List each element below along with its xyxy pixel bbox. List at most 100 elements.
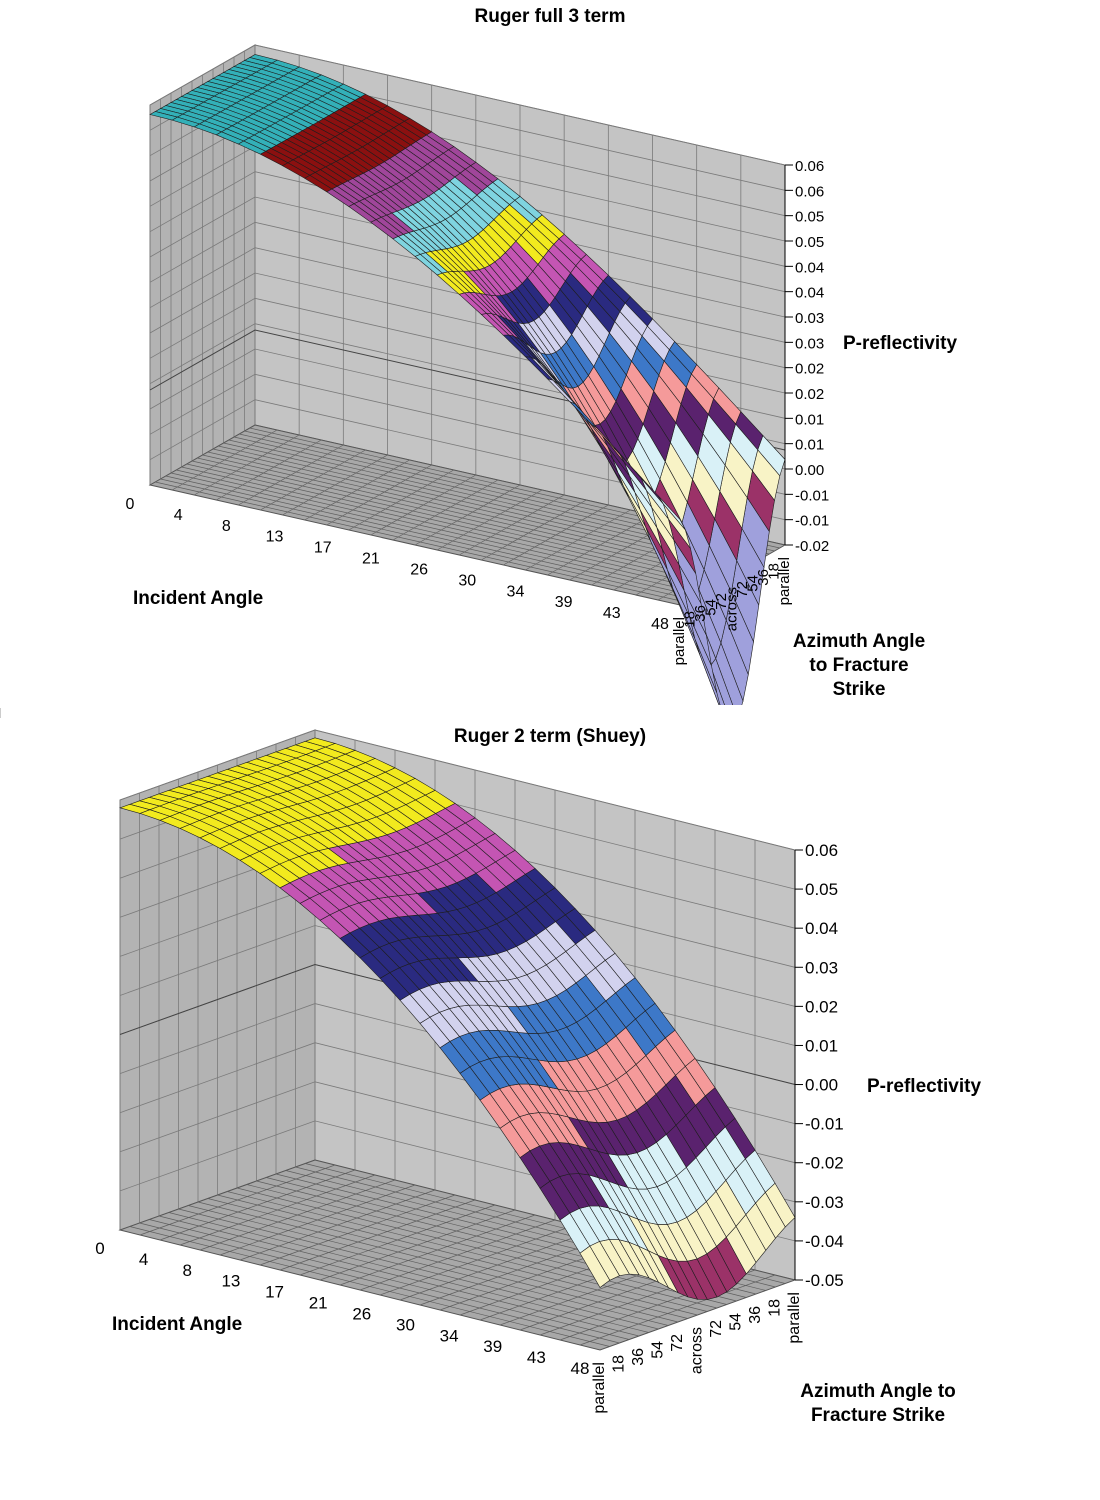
surface-cell [119,803,151,814]
surface-plot: 0.06 0.05 0.04 0.03 0.02 0.01 0.00 -0.01 -0.02 -0… [95,729,844,1414]
x-tick-label: 4 [139,1250,148,1269]
x-tick-label: 13 [221,1272,240,1291]
floor-gridline [188,1205,669,1326]
y-tick-label: 54 [650,1341,667,1359]
x-tick-label: 48 [651,616,669,633]
y-tick-label: 18 [766,563,783,580]
x-tick-label: 43 [603,605,621,622]
x-tick-label: 39 [483,1337,502,1356]
z-axis-label: P-reflectivity [843,333,958,354]
z-tick-label: 0.06 [795,158,824,175]
floor-gridline [217,1194,698,1316]
floor-gridline [168,1212,649,1333]
z-tick-label: -0.04 [805,1232,844,1251]
y-tick-label: parallel [786,1292,803,1344]
z-tick-label: 0.00 [795,462,824,479]
z-tick-label: 0.06 [795,183,824,200]
z-tick-label: 0.04 [795,285,824,302]
x-tick-label: 8 [183,1261,192,1280]
y-tick-label: 54 [728,1313,745,1331]
floor-gridline [158,1215,640,1337]
x-tick-label: 21 [362,551,380,568]
x-tick-label: 17 [265,1283,284,1302]
z-tick-label: 0.00 [805,1076,838,1095]
z-tick-label: 0.05 [795,209,824,226]
x-tick-label: 48 [571,1359,590,1378]
surface-cell [149,111,179,121]
y-tick-label: 54 [703,599,720,616]
z-tick-label: -0.01 [795,487,829,504]
z-tick-label: 0.03 [795,335,824,352]
x-tick-label: 43 [527,1348,546,1367]
y-tick-label: 72 [708,1320,725,1338]
z-tick-label: 0.02 [795,386,824,403]
chart-title: Ruger full 3 term [474,6,626,27]
floor-gridline [160,478,691,600]
x-tick-label: 30 [458,572,476,589]
z-tick-label: 0.05 [795,234,824,251]
z-tick-label: 0.02 [795,361,824,378]
y-tick-label: across [689,1327,706,1374]
z-tick-label: 0.04 [805,919,838,938]
floor-gridline [191,460,723,582]
x-tick-label: 26 [410,561,428,578]
y-tick-label: 72 [669,1334,686,1352]
chart-ruger-full-3-term: Ruger full 3 term 0.06 0.06 0.05 0.05 0.04 0.… [0,0,1100,705]
y-tick-label: 36 [747,1306,764,1324]
z-tick-label: -0.05 [805,1271,844,1290]
floor-gridline [197,457,728,579]
x-tick-label: 0 [95,1239,104,1258]
y-tick-label: 36 [755,569,772,586]
floor-gridline [176,469,707,591]
floor-gridline [139,1222,620,1344]
z-tick-label: 0.06 [805,841,838,860]
x-tick-label: 8 [222,518,231,535]
z-tick-label: 0.01 [805,1036,838,1055]
z-tick-label: 0.01 [795,411,824,428]
y-tick-label: 72 [713,593,730,610]
x-tick-label: 21 [309,1294,328,1313]
x-tick-label: 0 [126,496,135,513]
x-tick-label: 17 [314,540,332,557]
x-tick-label: 34 [440,1326,459,1345]
floor-gridline [207,1198,688,1319]
z-tick-label: -0.02 [805,1154,844,1173]
z-tick-label: -0.02 [795,538,829,555]
divider [0,708,7,718]
floor-gridline [227,1191,708,1312]
floor-gridline [129,1226,610,1347]
floor-gridline [178,1208,659,1330]
z-tick-label: 0.04 [795,259,824,276]
z-tick-label: 0.01 [795,437,824,454]
z-tick-label: 0.05 [805,880,838,899]
y-tick-label: 18 [611,1355,628,1373]
floor-gridline [170,472,702,594]
x-axis-label: Incident Angle [133,588,264,609]
y-tick-label: 18 [767,1299,784,1317]
y-tick-label: parallel [671,617,688,665]
floor-gridline [155,481,686,603]
z-tick-label: 0.02 [805,997,838,1016]
z-axis-label: P-reflectivity [867,1076,982,1097]
floor-gridline [165,475,696,597]
floor-gridline [186,463,717,585]
y-axis-label: Azimuth Angle to Fracture Strike [792,631,926,700]
y-tick-label: 18 [682,611,699,628]
x-tick-label: 26 [352,1304,371,1323]
floor-gridline [236,1187,718,1309]
floor-gridline [181,466,712,588]
y-tick-label: across [724,587,741,631]
x-tick-label: 13 [266,529,284,546]
floor-gridline [246,1184,727,1305]
floor-gridline [202,454,733,576]
floor-gridline [207,451,738,573]
z-tick-label: -0.01 [805,1115,844,1134]
y-tick-label: 54 [745,575,762,592]
y-tick-label: parallel [591,1362,608,1414]
floor-gridline [197,1201,679,1323]
surface-plot: 0.06 0.06 0.05 0.05 0.04 0.04 0.03 0.03 0.02 0.02… [126,44,829,705]
x-tick-label: 39 [555,594,573,611]
x-tick-label: 30 [396,1315,415,1334]
z-tick-label: 0.03 [805,958,838,977]
x-tick-label: 34 [507,583,525,600]
